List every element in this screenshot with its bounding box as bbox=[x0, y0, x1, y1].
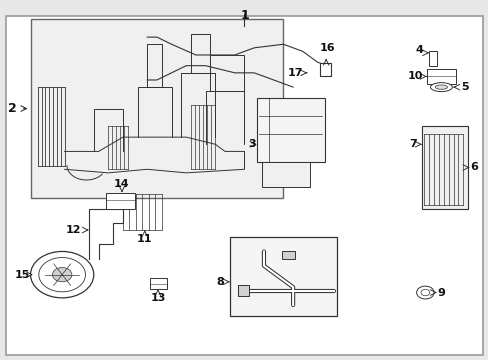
Ellipse shape bbox=[434, 85, 447, 89]
Text: 6: 6 bbox=[469, 162, 477, 172]
Ellipse shape bbox=[429, 83, 451, 91]
Text: 2: 2 bbox=[8, 102, 17, 115]
Text: 17: 17 bbox=[287, 68, 303, 78]
Text: 7: 7 bbox=[408, 139, 416, 149]
Text: 13: 13 bbox=[150, 293, 165, 303]
Bar bbox=[282, 251, 294, 258]
Bar bbox=[238, 285, 248, 296]
Bar bbox=[261, 162, 309, 187]
Bar bbox=[30, 19, 283, 198]
Bar bbox=[256, 98, 324, 162]
Bar bbox=[421, 126, 467, 208]
Text: 5: 5 bbox=[460, 82, 468, 92]
Bar bbox=[149, 278, 166, 289]
Text: 3: 3 bbox=[248, 139, 256, 149]
Text: 15: 15 bbox=[14, 270, 30, 280]
Text: 8: 8 bbox=[216, 277, 224, 287]
Circle shape bbox=[52, 267, 72, 282]
Text: 12: 12 bbox=[66, 225, 81, 235]
Text: 1: 1 bbox=[240, 9, 248, 22]
Text: 4: 4 bbox=[415, 45, 423, 55]
Bar bbox=[229, 237, 336, 316]
Text: 10: 10 bbox=[407, 71, 423, 81]
Bar bbox=[319, 63, 330, 76]
Text: 11: 11 bbox=[137, 234, 152, 244]
Text: 14: 14 bbox=[114, 179, 129, 189]
Text: 16: 16 bbox=[319, 43, 334, 53]
Bar bbox=[106, 193, 135, 208]
Text: 9: 9 bbox=[436, 288, 444, 297]
Bar bbox=[426, 69, 455, 84]
Bar bbox=[428, 51, 436, 66]
